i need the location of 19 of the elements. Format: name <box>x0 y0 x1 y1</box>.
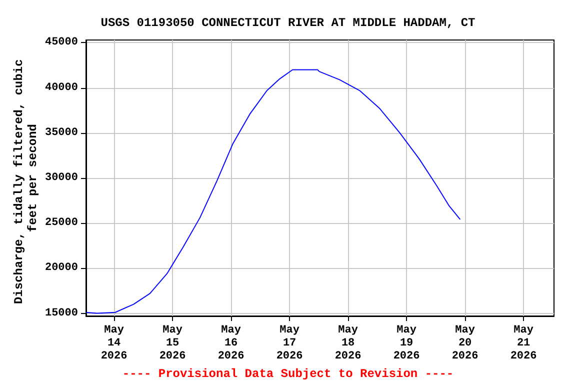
chart-title: USGS 01193050 CONNECTICUT RIVER AT MIDDLE HADDAM, CT <box>100 16 476 30</box>
x-tick-label: May 17 2026 <box>276 324 303 362</box>
y-tick-label: 45000 <box>44 36 78 49</box>
x-tick-label: May 15 2026 <box>159 324 186 362</box>
x-tick-label: May 19 2026 <box>393 324 420 362</box>
line-series <box>86 69 461 314</box>
y-axis-title: Discharge, tidally filtered, cubic feet per second <box>12 52 40 304</box>
x-tick-label: May 16 2026 <box>218 324 244 362</box>
y-tick-label: 20000 <box>44 262 78 274</box>
y-tick-label: 15000 <box>44 307 78 320</box>
text: ---- Provisional Data Subject to Revision ---- <box>122 367 454 381</box>
x-tick-label: May 18 2026 <box>334 324 362 362</box>
x-tick-label: May 20 2026 <box>452 324 478 362</box>
y-tick-label: 40000 <box>44 82 78 94</box>
x-tick-label: May 21 2026 <box>510 324 537 362</box>
y-tick-label: 35000 <box>44 126 78 139</box>
y-tick-label: 25000 <box>44 217 78 230</box>
y-tick-label: 30000 <box>44 172 78 184</box>
x-tick-label: May 14 2026 <box>100 324 128 362</box>
